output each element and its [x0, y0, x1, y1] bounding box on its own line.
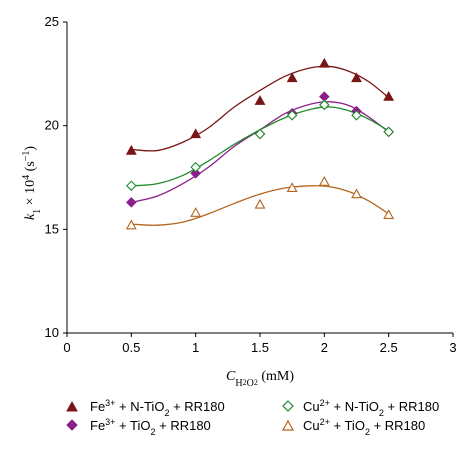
fit-curves — [131, 65, 390, 226]
data-point-series-2 — [351, 110, 362, 121]
data-point-series-3 — [351, 188, 362, 199]
legend-label: Fe3+ + N-TiO2 + RR180 — [90, 398, 225, 418]
fit-curve-series-3 — [131, 185, 390, 226]
legend-label: Fe3+ + TiO2 + RR180 — [90, 417, 211, 437]
legend-marker-open-diamond — [282, 400, 294, 412]
legend-item-fe-ntio2: Fe3+ + N-TiO2 + RR180 — [66, 398, 225, 418]
x-tick-label: 1 — [192, 340, 199, 355]
data-point-series-0 — [318, 57, 330, 68]
data-point-series-0 — [383, 91, 395, 101]
data-point-series-1 — [126, 197, 137, 208]
x-tick-label: 2.5 — [380, 340, 398, 355]
x-axis-title: CH2O2 (mM) — [226, 369, 294, 389]
data-points — [125, 57, 395, 230]
x-tick-label: 0 — [63, 340, 70, 355]
data-point-series-2 — [190, 161, 201, 173]
data-point-series-0 — [125, 144, 137, 155]
x-tick-label: 1.5 — [251, 340, 269, 355]
y-tick-label: 25 — [45, 14, 59, 29]
data-point-series-3 — [318, 176, 330, 186]
data-point-series-1 — [190, 168, 201, 179]
fit-curve-series-1 — [131, 101, 390, 204]
data-point-series-2 — [286, 110, 298, 121]
legend-item-cu-tio2: Cu2+ + TiO2 + RR180 — [281, 417, 425, 437]
x-tick-label: 2 — [321, 340, 328, 355]
legend-marker-filled-diamond — [66, 419, 78, 431]
axes: 0 0.5 1 1.5 2 2.5 3 10 15 20 25 — [45, 14, 457, 355]
data-point-series-2 — [126, 180, 137, 192]
data-point-series-3 — [254, 198, 266, 209]
data-point-series-2 — [254, 128, 266, 140]
fit-curve-series-0 — [131, 65, 390, 152]
data-point-series-3 — [125, 219, 137, 230]
data-point-series-3 — [190, 207, 202, 217]
legend-item-fe-tio2: Fe3+ + TiO2 + RR180 — [66, 417, 211, 437]
legend-label: Cu2+ + TiO2 + RR180 — [303, 417, 425, 437]
data-point-series-2 — [319, 99, 330, 111]
data-point-series-3 — [383, 209, 395, 219]
x-tick-label: 0.5 — [122, 340, 140, 355]
data-point-series-2 — [383, 126, 394, 138]
y-axis-title: k1 × 104 (s−1) — [21, 146, 43, 220]
data-point-series-3 — [286, 182, 298, 193]
y-tick-label: 10 — [45, 325, 59, 340]
legend-item-cu-ntio2: Cu2+ + N-TiO2 + RR180 — [282, 398, 439, 418]
fit-curve-series-2 — [131, 106, 390, 187]
data-point-series-0 — [286, 72, 298, 83]
legend: Fe3+ + N-TiO2 + RR180 Cu2+ + N-TiO2 + RR… — [66, 398, 439, 437]
y-tick-label: 15 — [45, 221, 59, 236]
legend-marker-open-triangle — [281, 419, 295, 431]
legend-marker-filled-triangle — [66, 400, 78, 412]
legend-label: Cu2+ + N-TiO2 + RR180 — [303, 398, 439, 418]
data-point-series-0 — [190, 128, 202, 139]
x-tick-label: 3 — [449, 340, 456, 355]
y-tick-label: 20 — [45, 118, 59, 133]
data-point-series-0 — [254, 95, 266, 105]
data-point-series-0 — [351, 72, 362, 83]
